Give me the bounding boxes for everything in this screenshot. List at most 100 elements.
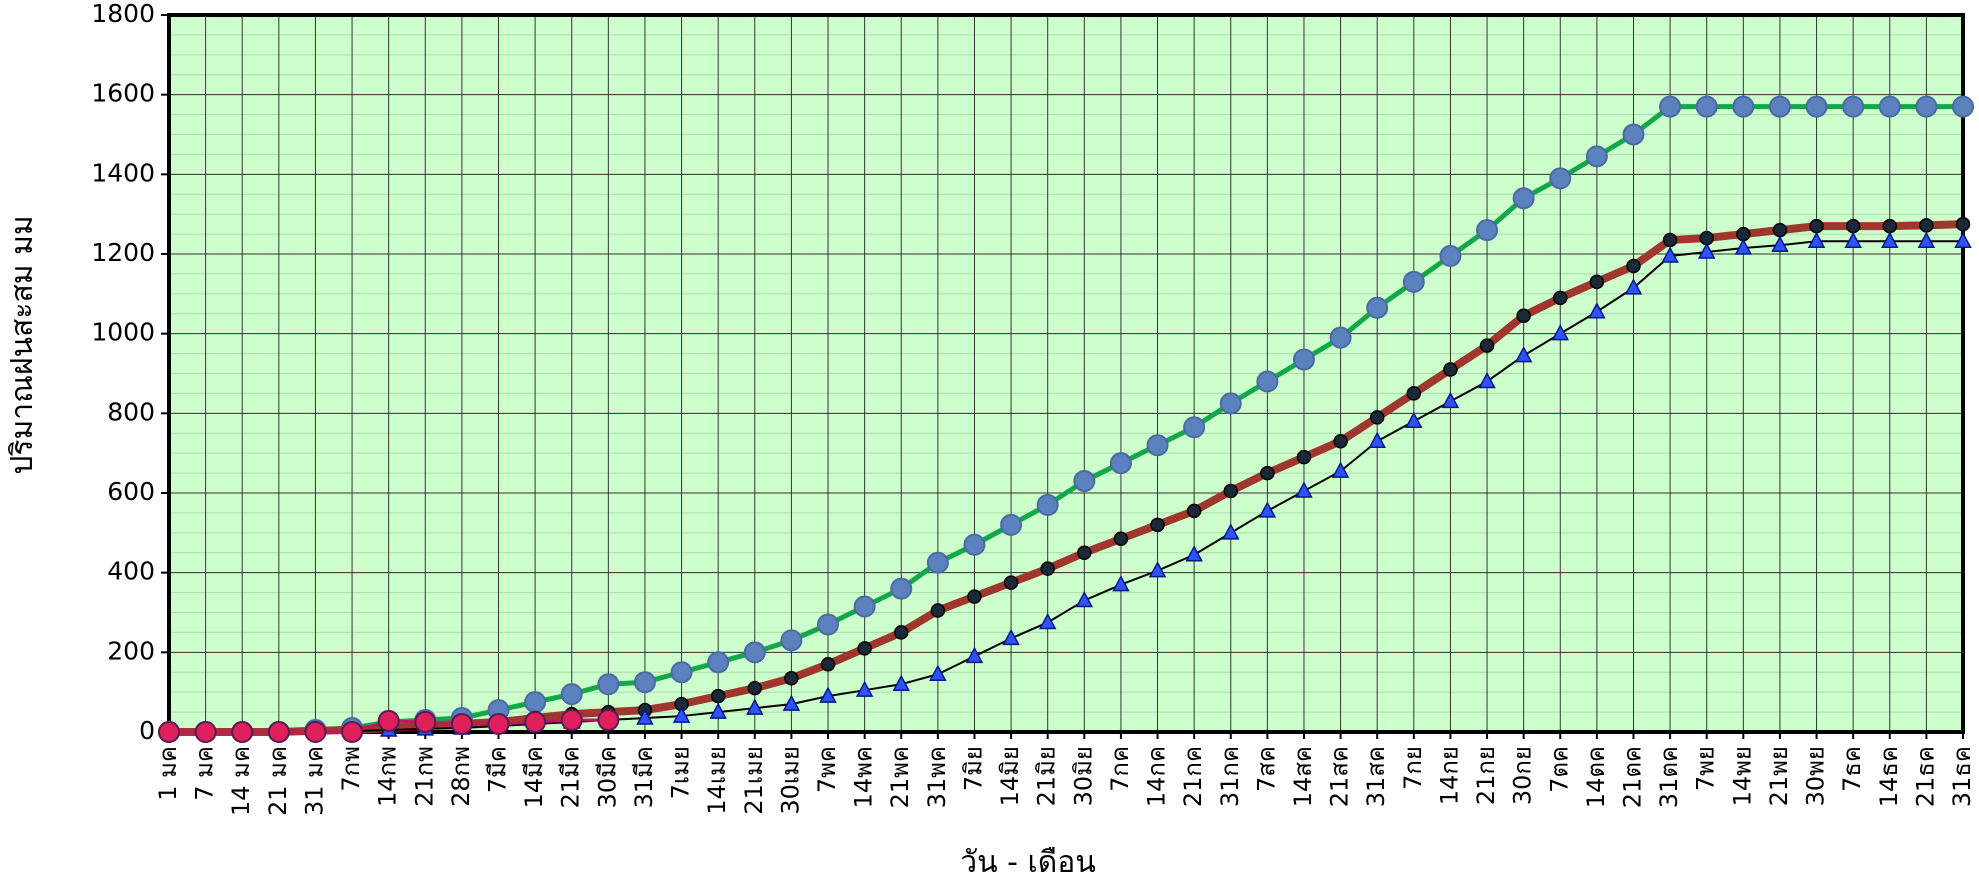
x-tick-label: 21กค xyxy=(1179,746,1207,807)
point xyxy=(1585,145,1608,168)
x-tick-label: 7กพ xyxy=(337,746,365,792)
x-tick-label: 21พย xyxy=(1765,746,1793,806)
x-tick-label: 14สค xyxy=(1289,746,1317,807)
x-tick-label: 21ธค xyxy=(1911,746,1939,807)
point xyxy=(1768,95,1791,118)
point xyxy=(1148,561,1167,578)
point xyxy=(560,683,583,706)
point xyxy=(672,706,691,723)
x-tick-label: 21เมย xyxy=(740,746,768,815)
point xyxy=(341,721,364,743)
point xyxy=(1369,410,1385,425)
point xyxy=(231,721,254,743)
x-tick-label: 28กพ xyxy=(447,746,475,807)
x-tick-label: 21กย xyxy=(1472,746,1500,805)
x-tick-label: 21สค xyxy=(1326,746,1354,807)
y-tick-label: 1000 xyxy=(91,318,155,347)
point xyxy=(929,664,947,681)
point xyxy=(967,589,982,604)
point xyxy=(597,673,620,696)
point xyxy=(1222,523,1240,540)
point xyxy=(414,711,437,734)
y-tick-label: 1200 xyxy=(91,238,155,267)
y-axis-title: ปริมาณฝนสะสม มม xyxy=(5,215,40,474)
point xyxy=(1405,411,1423,429)
point xyxy=(1622,123,1645,146)
y-tick-label: 1800 xyxy=(91,0,155,28)
x-tick-label: 7เมย xyxy=(667,746,695,799)
point xyxy=(1662,232,1678,248)
x-tick-label: 14พย xyxy=(1728,746,1756,806)
point xyxy=(1185,545,1203,562)
x-tick-label: 7สค xyxy=(1252,746,1280,792)
point xyxy=(1514,345,1533,363)
point xyxy=(1003,575,1019,590)
point xyxy=(1038,612,1057,630)
point xyxy=(1551,324,1570,341)
x-tick-label: 14พค xyxy=(850,746,878,808)
y-tick-label: 400 xyxy=(107,557,155,586)
point xyxy=(1807,231,1826,249)
point xyxy=(1109,452,1132,475)
point xyxy=(1402,270,1425,293)
point xyxy=(892,674,910,691)
point xyxy=(965,646,984,664)
x-tick-label: 31พค xyxy=(923,746,951,808)
point xyxy=(1624,278,1643,295)
point xyxy=(1329,326,1352,349)
point xyxy=(1955,216,1971,232)
point xyxy=(1809,218,1824,234)
point xyxy=(1036,493,1059,516)
point xyxy=(1077,545,1092,560)
point xyxy=(817,613,840,636)
point xyxy=(857,641,872,656)
point xyxy=(1479,338,1495,353)
point xyxy=(1881,231,1899,249)
x-tick-label: 7พย xyxy=(1692,746,1720,791)
y-tick-label: 1600 xyxy=(91,79,155,108)
x-tick-label: 7 มค xyxy=(191,746,219,801)
point xyxy=(1588,302,1606,319)
x-tick-label: 30พย xyxy=(1802,746,1830,806)
x-tick-label: 30มีค xyxy=(593,746,621,808)
point xyxy=(597,709,620,732)
x-tick-label: 31ธค xyxy=(1948,746,1976,807)
x-tick-label: 1 มค xyxy=(154,746,182,801)
point xyxy=(1919,218,1934,233)
point xyxy=(524,691,547,714)
point xyxy=(1626,258,1641,274)
point xyxy=(1734,238,1753,255)
point xyxy=(926,551,949,574)
point xyxy=(1040,561,1055,576)
x-tick-label: 14ธค xyxy=(1875,746,1903,807)
x-tick-label: 14มีค xyxy=(520,746,548,808)
point xyxy=(1549,167,1572,190)
point xyxy=(377,709,400,732)
x-tick-label: 7ตค xyxy=(1545,746,1573,793)
point xyxy=(893,625,909,640)
point xyxy=(782,694,801,711)
point xyxy=(633,671,656,694)
point xyxy=(1915,95,1938,118)
point xyxy=(1842,95,1865,118)
point xyxy=(1295,481,1313,498)
point xyxy=(304,721,327,743)
point xyxy=(1258,501,1277,518)
point xyxy=(1368,431,1386,448)
point xyxy=(710,688,726,704)
point xyxy=(1112,575,1130,592)
point xyxy=(1256,370,1279,393)
point xyxy=(1002,628,1020,646)
point xyxy=(636,708,654,725)
point xyxy=(1296,449,1312,465)
point xyxy=(930,603,946,618)
point xyxy=(1659,95,1682,118)
point xyxy=(1406,386,1422,401)
x-tick-label: 31กค xyxy=(1216,746,1244,807)
point xyxy=(1805,95,1828,118)
point xyxy=(1439,244,1462,267)
point xyxy=(1917,231,1936,249)
x-tick-label: 30เมย xyxy=(776,746,804,815)
x-axis-title: วัน - เดือน xyxy=(960,845,1096,880)
